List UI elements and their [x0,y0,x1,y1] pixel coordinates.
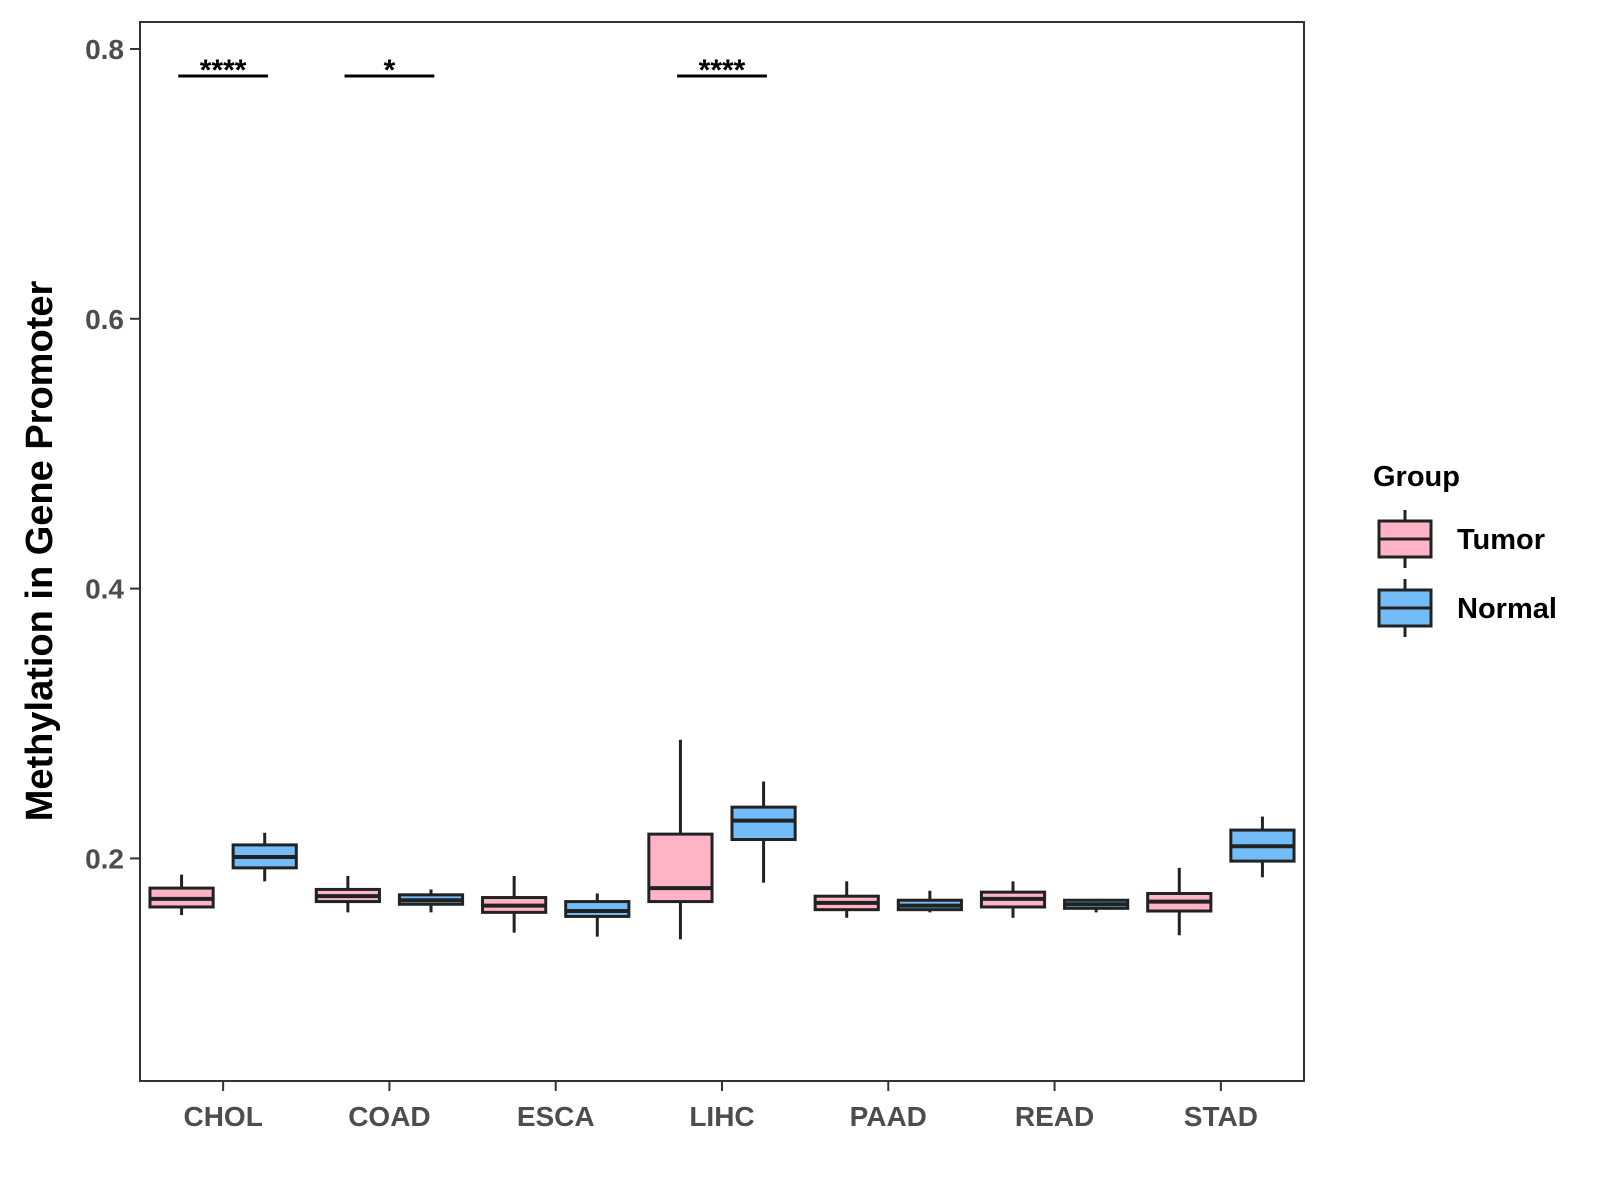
box-tumor-stad [1146,867,1213,936]
significance-label: * [384,54,396,87]
series-normal [231,781,1296,937]
box-tumor-lihc [647,739,714,940]
box-tumor-read [979,881,1047,918]
y-tick-label: 0.4 [85,574,124,605]
significance-label: **** [699,54,746,87]
box-body [564,900,631,918]
legend-label-normal: Normal [1457,593,1557,625]
box-tumor-coad [314,875,381,913]
box-series [148,739,1296,940]
box-normal-coad [397,889,465,913]
legend-entry-normal: Normal [1377,579,1557,637]
legend-entry-tumor: Tumor [1377,510,1545,568]
significance-chol: **** [178,54,269,87]
x-tick-label-lihc: LIHC [689,1101,754,1132]
box-tumor-chol [148,874,215,916]
significance-label: **** [200,54,247,87]
x-tick-label-read: READ [1015,1101,1094,1132]
legend-title: Group [1373,461,1460,493]
y-axis: 0.2 0.4 0.6 0.8 [85,34,140,874]
y-axis-title: Methylation in Gene Promoter [19,281,61,822]
box-tumor-esca [481,875,548,933]
box-normal-paad [896,890,963,913]
box-body [730,805,797,842]
y-tick-label: 0.6 [85,304,124,335]
x-axis: CHOL COAD ESCA LIHC PAAD READ STAD [183,1081,1258,1132]
box-body [647,832,714,904]
y-tick-label: 0.2 [85,843,124,874]
legend: Group Tumor Normal [1373,461,1557,637]
legend-label-tumor: Tumor [1457,524,1545,556]
significance-annotations: **** * **** [178,54,767,87]
x-tick-label-stad: STAD [1184,1101,1258,1132]
significance-coad: * [344,54,435,87]
box-normal-lihc [730,781,797,883]
box-normal-chol [231,832,298,882]
significance-lihc: **** [677,54,767,87]
x-tick-label-esca: ESCA [517,1101,595,1132]
legend-entries: Tumor Normal [1377,510,1557,637]
box-normal-stad [1229,816,1296,878]
box-normal-read [1063,898,1130,913]
box-tumor-paad [813,881,880,918]
series-tumor [148,739,1213,940]
box-normal-esca [564,893,631,937]
x-tick-label-coad: COAD [348,1101,430,1132]
x-tick-label-paad: PAAD [850,1101,927,1132]
y-tick-label: 0.8 [85,34,124,65]
x-tick-label-chol: CHOL [183,1101,262,1132]
